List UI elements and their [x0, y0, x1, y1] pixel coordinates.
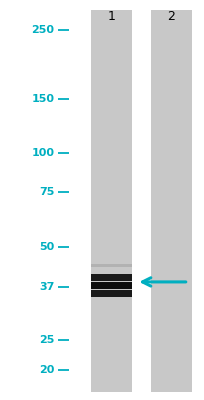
Bar [91, 10, 132, 392]
Text: 75: 75 [39, 187, 54, 197]
Bar [91, 282, 132, 289]
Text: 2: 2 [166, 10, 174, 23]
Bar [91, 264, 132, 267]
Text: 37: 37 [39, 282, 54, 292]
Bar [91, 274, 132, 281]
Text: 150: 150 [31, 94, 54, 104]
Text: 1: 1 [107, 10, 115, 23]
Text: 20: 20 [39, 365, 54, 375]
Text: 25: 25 [39, 335, 54, 345]
Text: 250: 250 [31, 25, 54, 35]
Bar [91, 290, 132, 297]
Text: 50: 50 [39, 242, 54, 252]
Text: 100: 100 [31, 148, 54, 158]
Bar [150, 10, 191, 392]
